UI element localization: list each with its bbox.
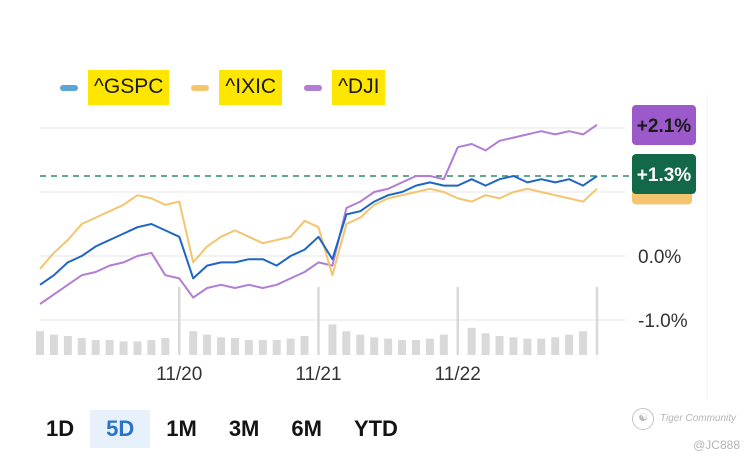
- series-line-gspc: [39, 175, 598, 286]
- volume-bar: [63, 335, 72, 355]
- tiger-logo-icon: ☯: [632, 408, 654, 430]
- volume-bar: [495, 335, 504, 355]
- volume-bar: [565, 334, 574, 355]
- value-badge: [632, 105, 696, 145]
- volume-bar: [189, 331, 198, 355]
- value-badge: [632, 154, 696, 194]
- line-swatch-icon: [60, 84, 78, 91]
- volume-bar: [551, 337, 560, 355]
- line-swatch-icon: [191, 84, 210, 91]
- x-tick-label: 11/22: [435, 364, 481, 385]
- tab-1m[interactable]: 1M: [166, 416, 197, 441]
- x-tick-label: 11/21: [295, 364, 341, 385]
- legend-label: ^IXIC: [219, 70, 283, 105]
- volume-bar: [217, 337, 226, 355]
- volume-bar: [537, 338, 546, 355]
- volume-bar: [105, 340, 114, 355]
- value-badge-label: +1.3%: [637, 165, 692, 186]
- legend-item-gspc[interactable]: ^GSPC: [60, 70, 170, 105]
- value-badges: +2.1% +1.3%: [632, 105, 696, 205]
- y-tick-label: -1.0%: [638, 311, 688, 332]
- chart-legend: ^GSPC ^IXIC ^DJI: [60, 70, 386, 105]
- volume-bar: [467, 327, 476, 355]
- volume-bar: [342, 331, 351, 355]
- volume-bar: [178, 287, 181, 355]
- volume-bar: [258, 340, 267, 355]
- y-tick-label: 0.0%: [638, 247, 681, 268]
- value-badge-label: +2.1%: [637, 116, 692, 137]
- x-axis-ticks: 11/20 11/21 11/22: [156, 364, 481, 385]
- volume-bar: [481, 333, 490, 355]
- volume-bar: [384, 338, 393, 355]
- volume-bar: [161, 338, 170, 355]
- tab-1d[interactable]: 1D: [46, 416, 75, 441]
- series-line-dji: [39, 123, 598, 305]
- x-tick-label: 11/20: [156, 364, 202, 385]
- volume-bar: [370, 337, 379, 355]
- watermark-brand: Tiger Community: [660, 413, 737, 424]
- volume-bar: [579, 331, 588, 355]
- volume-bar: [328, 324, 337, 355]
- legend-label: ^GSPC: [88, 70, 170, 105]
- volume-bar: [509, 337, 518, 355]
- volume-bar: [439, 334, 448, 355]
- range-tabs: 1D 5D 1M 3M 6M YTD: [30, 410, 414, 448]
- volume-bar: [203, 334, 212, 355]
- volume-bar: [272, 340, 281, 355]
- volume-bar: [425, 338, 434, 355]
- volume-bar: [317, 287, 320, 355]
- volume-bars: [36, 287, 599, 355]
- volume-bar: [91, 340, 100, 355]
- volume-bar: [119, 341, 128, 355]
- volume-bar: [147, 340, 156, 355]
- watermark-user: @JC888: [693, 438, 740, 452]
- volume-bar: [595, 287, 599, 355]
- legend-item-dji[interactable]: ^DJI: [304, 70, 386, 105]
- watermark: ☯ Tiger Community @JC888: [632, 408, 744, 458]
- line-swatch-icon: [304, 84, 323, 91]
- volume-bar: [356, 334, 365, 355]
- volume-bar: [456, 287, 459, 355]
- tab-ytd[interactable]: YTD: [353, 416, 398, 441]
- volume-bar: [49, 334, 58, 355]
- legend-label: ^DJI: [332, 70, 386, 105]
- y-axis-ticks: 0.0% -1.0%: [638, 247, 688, 332]
- tab-6m[interactable]: 6M: [291, 416, 322, 441]
- series-lines: [39, 123, 598, 305]
- volume-bar: [77, 338, 86, 355]
- volume-bar: [398, 340, 407, 355]
- volume-bar: [36, 331, 44, 355]
- volume-bar: [300, 335, 309, 355]
- volume-bar: [133, 341, 142, 355]
- tab-5d[interactable]: 5D: [90, 410, 151, 448]
- legend-item-ixic[interactable]: ^IXIC: [191, 70, 283, 105]
- volume-bar: [523, 338, 532, 355]
- volume-bar: [286, 338, 295, 355]
- volume-bar: [230, 338, 239, 355]
- volume-bar: [411, 340, 420, 355]
- tab-3m[interactable]: 3M: [228, 416, 260, 441]
- series-line-ixic: [39, 187, 598, 277]
- volume-bar: [244, 340, 253, 355]
